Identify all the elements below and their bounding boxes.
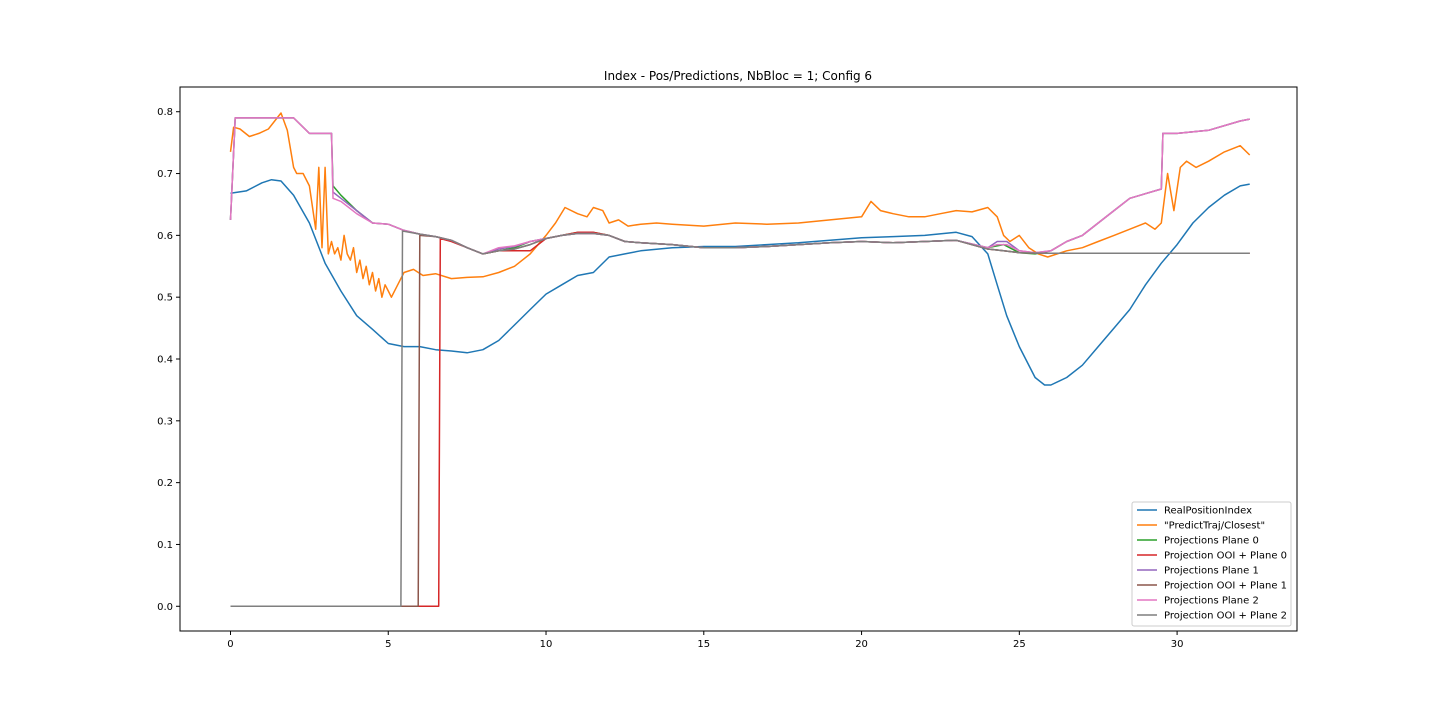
series-line-2	[229, 117, 1250, 255]
x-axis: 0 5 10 15 20 25 30	[227, 631, 1183, 650]
legend-box	[1131, 501, 1292, 627]
y-tick-label: 0.3	[157, 416, 173, 427]
legend: RealPositionIndex "PredictTraj/Closest" Pr…	[1131, 501, 1292, 627]
series-line-7	[230, 230, 1250, 608]
x-tick-label: 30	[1171, 639, 1184, 650]
y-tick-label: 0.0	[157, 602, 173, 613]
y-tick-label: 0.4	[157, 355, 173, 366]
y-tick-label: 0.8	[157, 107, 173, 118]
series-line-4	[229, 117, 1250, 255]
x-tick-label: 5	[385, 639, 391, 650]
legend-label: Projection OOI + Plane 2	[1164, 611, 1287, 622]
plot-area	[229, 112, 1251, 608]
x-tick-label: 25	[1013, 639, 1026, 650]
legend-label: Projections Plane 2	[1164, 596, 1259, 607]
y-tick-label: 0.1	[157, 540, 173, 551]
legend-label: "PredictTraj/Closest"	[1164, 521, 1265, 532]
series-line-1	[229, 112, 1251, 298]
legend-label: Projections Plane 0	[1164, 536, 1259, 547]
x-tick-label: 15	[697, 639, 710, 650]
legend-label: Projection OOI + Plane 0	[1164, 551, 1287, 562]
legend-label: RealPositionIndex	[1164, 506, 1252, 517]
series-line-6	[229, 117, 1250, 255]
y-tick-label: 0.6	[157, 231, 173, 242]
y-tick-label: 0.7	[157, 169, 173, 180]
y-axis: 0.0 0.1 0.2 0.3 0.4 0.5 0.6 0.7 0.8	[157, 107, 180, 613]
x-tick-label: 20	[855, 639, 868, 650]
chart-title: Index - Pos/Predictions, NbBloc = 1; Con…	[604, 69, 872, 83]
y-tick-label: 0.5	[157, 293, 173, 304]
legend-label: Projection OOI + Plane 1	[1164, 581, 1287, 592]
legend-label: Projections Plane 1	[1164, 566, 1259, 577]
x-tick-label: 10	[540, 639, 553, 650]
x-tick-label: 0	[227, 639, 233, 650]
y-tick-label: 0.2	[157, 478, 173, 489]
series-line-3	[230, 231, 1250, 608]
plot-frame	[179, 86, 1298, 632]
series-line-0	[230, 178, 1250, 386]
